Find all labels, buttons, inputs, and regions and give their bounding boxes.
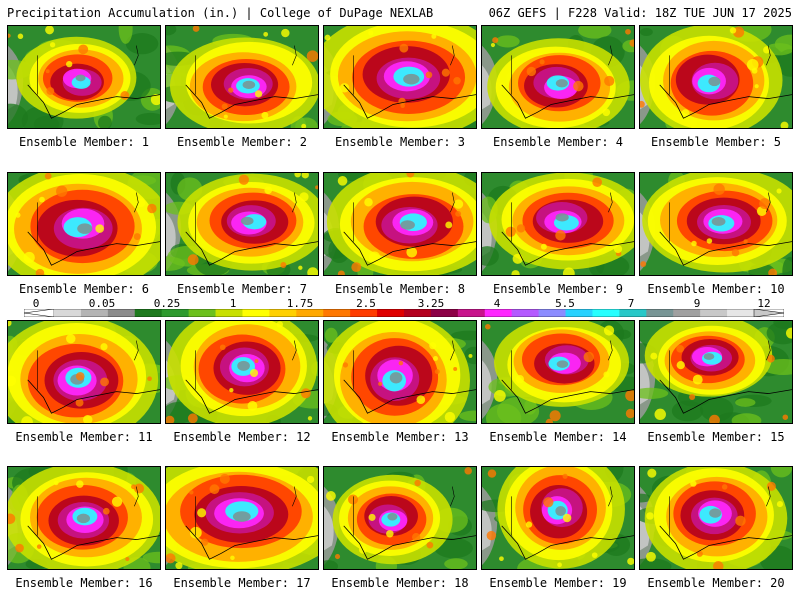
colorbar-tick-label: 7 <box>627 297 635 310</box>
colorbar-swatch <box>161 309 190 317</box>
colorbar-swatch <box>377 309 405 317</box>
colorbar-swatch <box>430 309 459 317</box>
ensemble-map-panel <box>323 25 477 129</box>
ensemble-map-panel <box>639 466 793 570</box>
colorbar-tick-label: 2.5 <box>356 297 376 310</box>
colorbar-swatch <box>619 309 647 317</box>
ensemble-member-label: Ensemble Member: 2 <box>176 135 308 149</box>
ensemble-map-panel <box>7 25 161 129</box>
ensemble-member-label: Ensemble Member: 17 <box>173 576 311 590</box>
ensemble-map-panel <box>165 466 319 570</box>
ensemble-map-panel <box>165 25 319 129</box>
colorbar-tick-label: 4 <box>493 297 501 310</box>
colorbar-swatch <box>484 309 513 317</box>
colorbar-swatch <box>107 309 136 317</box>
ensemble-member-label: Ensemble Member: 15 <box>647 430 785 444</box>
colorbar <box>24 309 784 317</box>
colorbar-tick-label: 1.75 <box>286 297 314 310</box>
colorbar-tick-label: 3.25 <box>417 297 445 310</box>
ensemble-member-label: Ensemble Member: 19 <box>489 576 627 590</box>
ensemble-member-label: Ensemble Member: 12 <box>173 430 311 444</box>
colorbar-swatch <box>350 309 378 317</box>
colorbar-swatch <box>296 309 324 317</box>
ensemble-member-label: Ensemble Member: 14 <box>489 430 627 444</box>
colorbar-swatch <box>565 309 593 317</box>
ensemble-map-panel <box>323 320 477 424</box>
colorbar-tick-label: 0.05 <box>88 297 116 310</box>
colorbar-swatch <box>269 309 297 317</box>
ensemble-member-label: Ensemble Member: 9 <box>492 282 624 296</box>
colorbar-right-arrow <box>753 309 784 317</box>
ensemble-map-panel <box>481 25 635 129</box>
colorbar-tick-label: 9 <box>693 297 701 310</box>
colorbar-swatch <box>457 309 486 317</box>
colorbar-swatch <box>323 309 351 317</box>
ensemble-map-panel <box>639 172 793 276</box>
ensemble-member-label: Ensemble Member: 20 <box>647 576 785 590</box>
ensemble-member-label: Ensemble Member: 11 <box>15 430 153 444</box>
colorbar-swatch <box>511 309 540 317</box>
colorbar-swatch <box>538 309 567 317</box>
ensemble-member-label: Ensemble Member: 7 <box>176 282 308 296</box>
ensemble-map-panel <box>481 320 635 424</box>
ensemble-member-label: Ensemble Member: 6 <box>18 282 150 296</box>
colorbar-swatch <box>54 309 82 317</box>
model-run-info: 06Z GEFS | F228 Valid: 18Z TUE JUN 17 20… <box>488 6 792 20</box>
ensemble-map-panel <box>323 466 477 570</box>
colorbar-left-arrow <box>24 309 55 317</box>
ensemble-member-label: Ensemble Member: 5 <box>650 135 782 149</box>
colorbar-swatch <box>700 309 728 317</box>
colorbar-tick-label: 1 <box>229 297 237 310</box>
colorbar-swatch <box>242 309 270 317</box>
ensemble-member-label: Ensemble Member: 18 <box>331 576 469 590</box>
ensemble-map-panel <box>165 172 319 276</box>
ensemble-member-label: Ensemble Member: 13 <box>331 430 469 444</box>
colorbar-tick-label: 0 <box>32 297 40 310</box>
ensemble-member-label: Ensemble Member: 1 <box>18 135 150 149</box>
ensemble-map-panel <box>639 25 793 129</box>
colorbar-tick-label: 0.25 <box>153 297 181 310</box>
colorbar-swatch <box>646 309 674 317</box>
ensemble-map-panel <box>7 466 161 570</box>
ensemble-map-panel <box>165 320 319 424</box>
ensemble-map-panel <box>481 172 635 276</box>
colorbar-swatch <box>592 309 620 317</box>
colorbar-tick-label: 12 <box>757 297 771 310</box>
ensemble-map-panel <box>323 172 477 276</box>
ensemble-member-label: Ensemble Member: 4 <box>492 135 624 149</box>
colorbar-swatch <box>134 309 163 317</box>
colorbar-swatch <box>80 309 109 317</box>
ensemble-member-label: Ensemble Member: 3 <box>334 135 466 149</box>
ensemble-map-panel <box>481 466 635 570</box>
map-title: Precipitation Accumulation (in.) | Colle… <box>7 6 434 20</box>
ensemble-map-panel <box>639 320 793 424</box>
colorbar-swatch <box>215 309 243 317</box>
colorbar-tick-label: 5.5 <box>555 297 575 310</box>
colorbar-swatch <box>404 309 432 317</box>
colorbar-swatch <box>673 309 701 317</box>
ensemble-member-label: Ensemble Member: 8 <box>334 282 466 296</box>
colorbar-swatch <box>188 309 217 317</box>
ensemble-member-label: Ensemble Member: 16 <box>15 576 153 590</box>
colorbar-swatch <box>727 309 755 317</box>
ensemble-member-label: Ensemble Member: 10 <box>647 282 785 296</box>
ensemble-map-panel <box>7 172 161 276</box>
ensemble-map-panel <box>7 320 161 424</box>
